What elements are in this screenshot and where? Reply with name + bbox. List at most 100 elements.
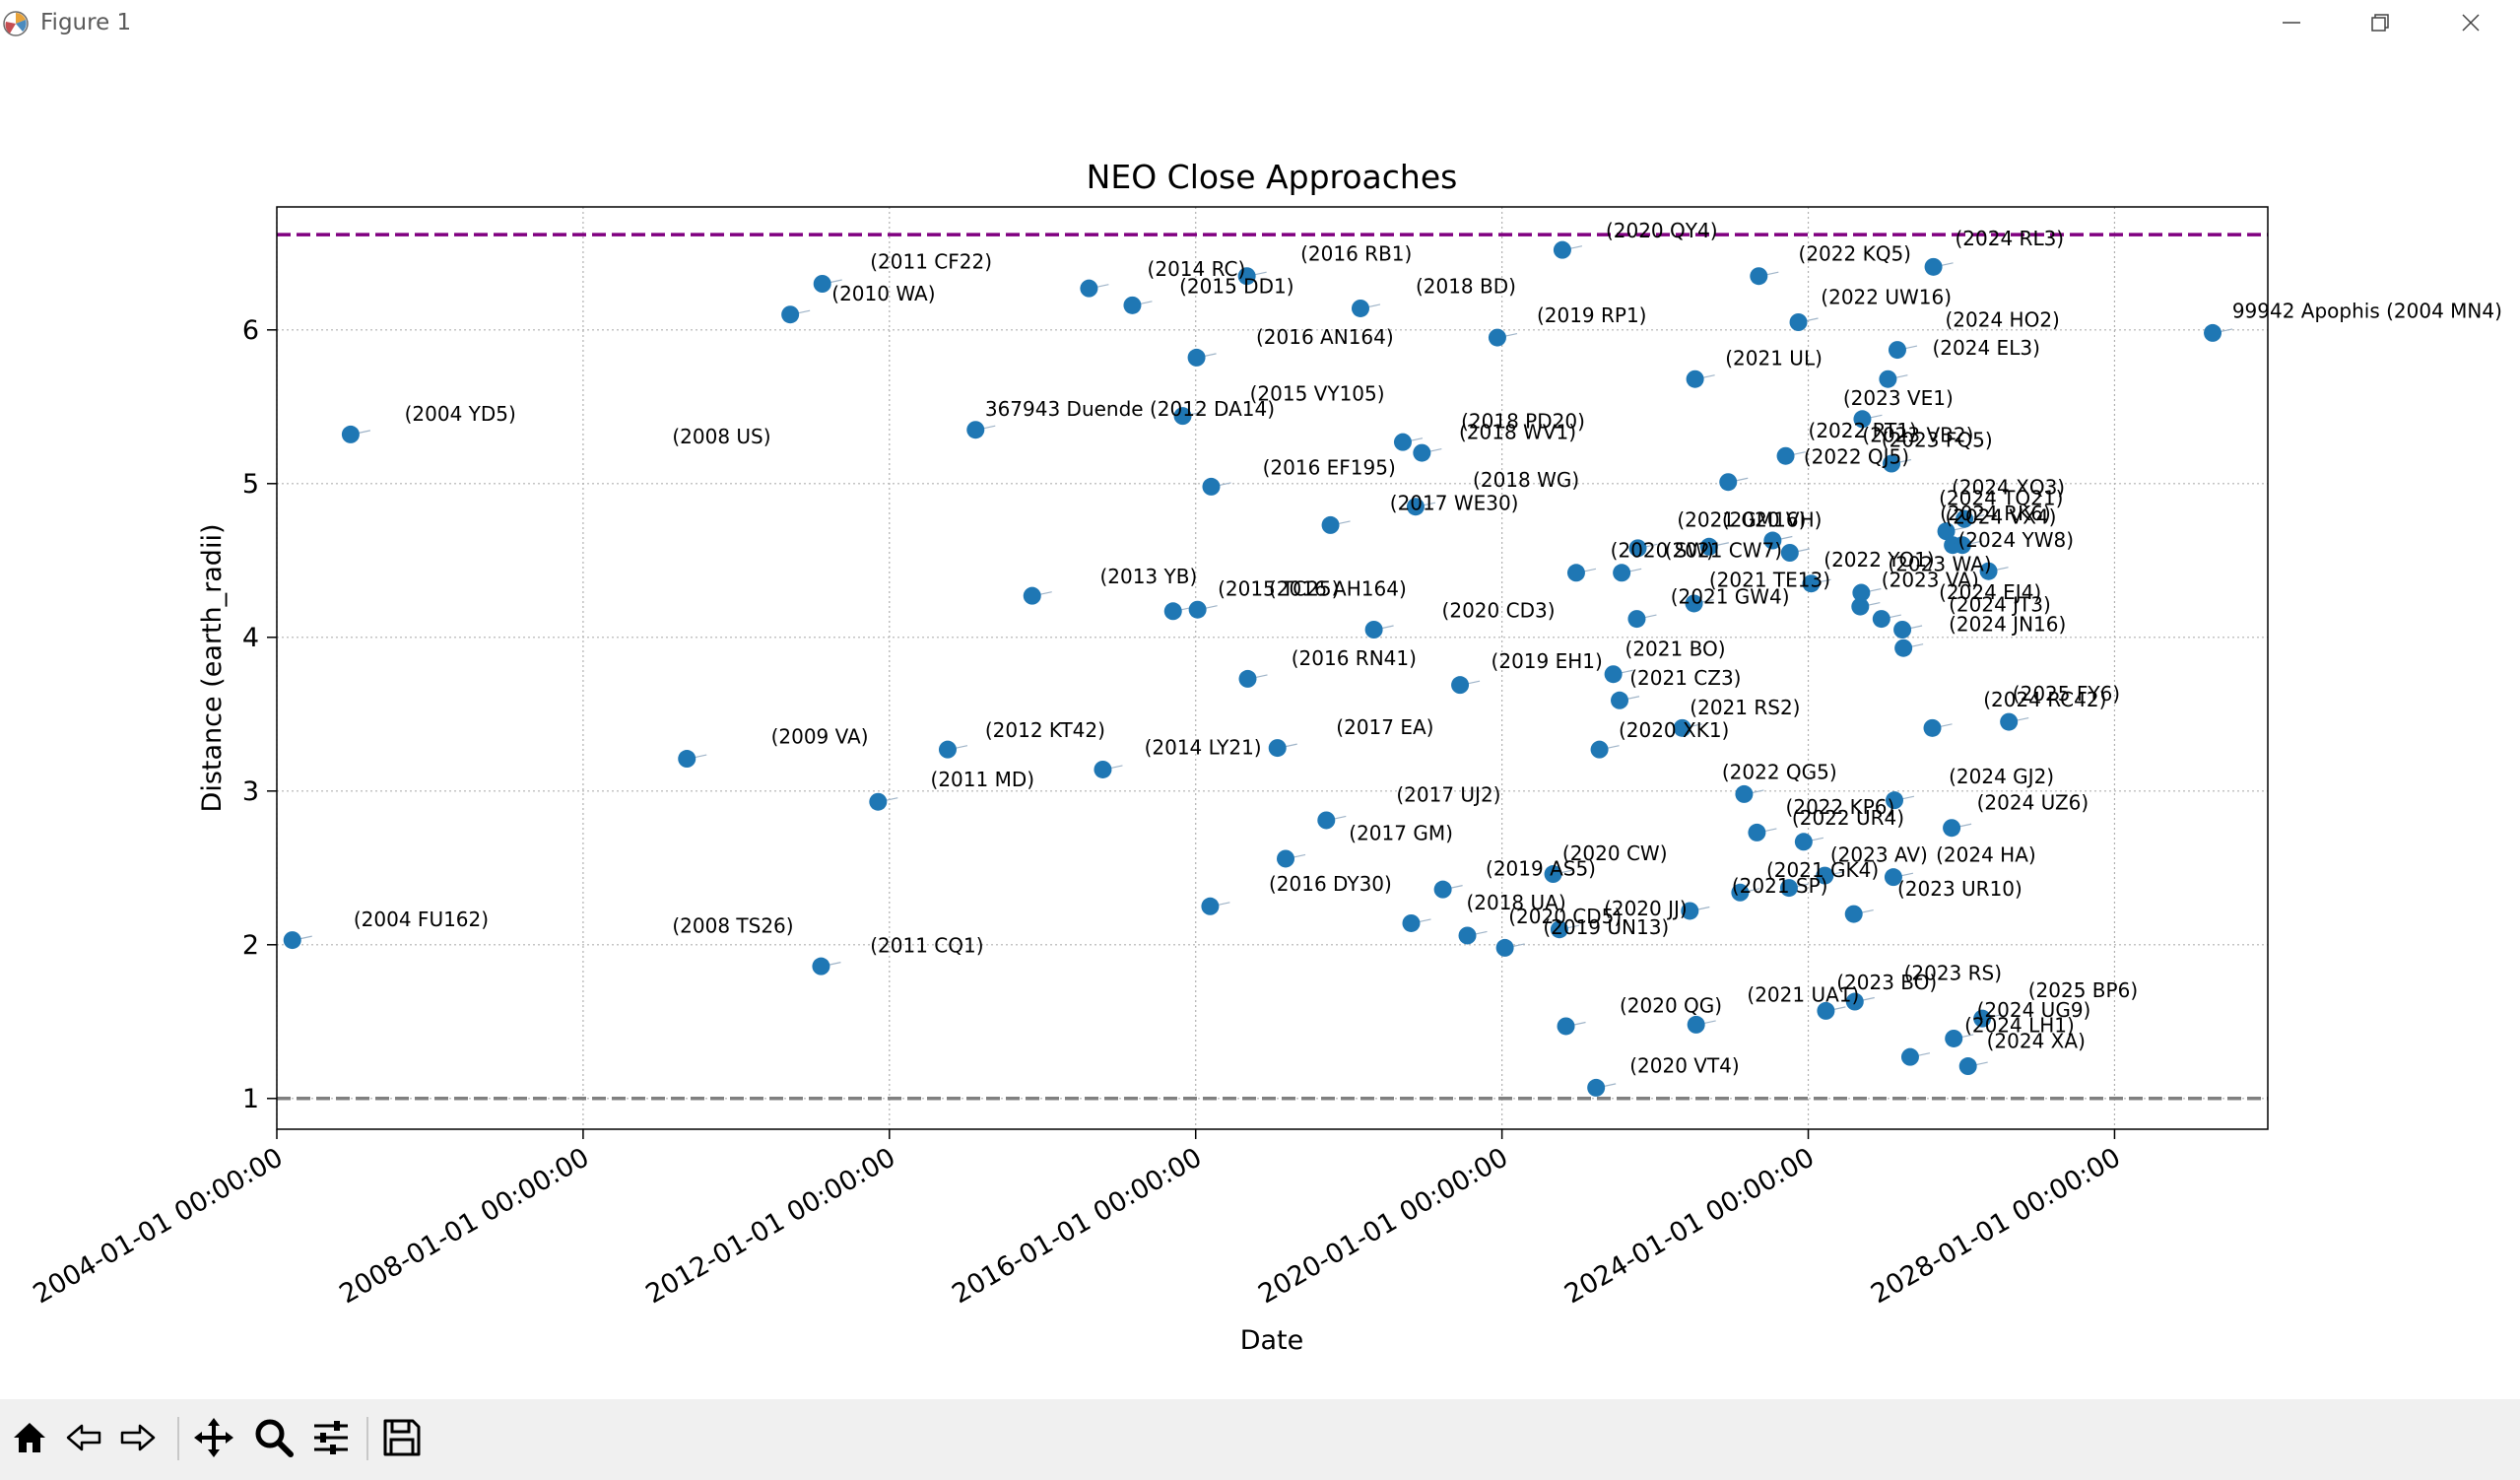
point-annotation: (2020 CD3) [1442,599,1556,623]
point-annotation: (2020 QG) [1620,993,1722,1017]
point-annotation: (2016 AH164) [1269,577,1407,601]
data-point [1458,926,1477,945]
x-axis-label: Date [1240,1325,1304,1356]
figure-canvas[interactable]: (2004 FU162) (2004 YD5) (2008 US) (2008 TS2… [0,45,2520,1399]
maximize-button[interactable] [2337,0,2423,45]
data-point [1023,586,1041,605]
y-axis-ticks: 1 2 3 4 5 6 [242,315,277,1114]
forward-arrow-icon [120,1424,156,1451]
point-annotation: (2025 BP6) [2028,978,2138,1002]
point-annotation: (2024 YW8) [1957,528,2074,552]
data-point [1202,477,1221,496]
data-point [1321,515,1340,534]
data-point [1888,341,1906,360]
zoom-button[interactable] [249,1413,298,1462]
back-button[interactable] [59,1413,108,1462]
minimize-button[interactable] [2248,0,2335,45]
data-point [1750,267,1768,286]
data-point [1628,539,1647,558]
data-point [1094,760,1112,778]
point-annotation: (2020 QY4) [1606,219,1718,242]
axes-frame [276,206,2269,1130]
data-point [1268,739,1287,758]
y-tick-label: 4 [242,623,259,653]
data-point [1590,740,1609,759]
data-point [966,421,985,439]
point-annotation: (2011 MD) [931,768,1035,791]
y-tick-label: 5 [242,469,259,500]
back-arrow-icon [66,1424,101,1451]
point-annotation: (2018 WV1) [1459,421,1576,444]
data-point [1163,602,1182,621]
x-tick-label: 2024-01-01 00:00:00 [1559,1142,1820,1310]
point-annotation: (2024 JN16) [1949,613,2066,637]
save-floppy-icon [383,1419,421,1456]
point-annotation: (2024 EL3) [1933,336,2040,360]
point-annotation: (2024 EJ4) [1939,580,2041,604]
pan-button[interactable] [189,1413,238,1462]
data-point [1956,509,1974,528]
point-annotation: (2021 TE13) [1709,568,1830,591]
data-point [1789,313,1808,331]
point-annotation: (2025 FY6) [2013,682,2120,706]
data-point [813,275,831,293]
point-annotation: (2014 RC) [1148,257,1246,281]
data-point [1851,597,1870,616]
point-annotation: (2016 AN164) [1256,325,1394,349]
point-annotation: (2024 JT3) [1949,592,2051,616]
data-point [1686,370,1704,388]
data-point [1544,865,1562,884]
point-annotation: (2017 UJ2) [1396,783,1500,807]
point-annotation: (2017 GM) [1349,822,1453,845]
minimize-icon [2283,22,2300,24]
data-point [1883,454,1901,473]
point-annotation: (2021 SP) [1732,874,1828,898]
data-point [1937,522,1956,541]
configure-subplots-button[interactable] [306,1413,356,1462]
x-tick-label: 2004-01-01 00:00:00 [29,1142,289,1310]
point-annotation: (2019 RP1) [1537,303,1647,327]
x-axis-ticks: 2004-01-01 00:00:00 2008-01-01 00:00:00 20… [29,1129,2126,1310]
data-point [1406,498,1425,516]
data-point [938,740,957,759]
point-annotation: (2024 XA) [1987,1029,2086,1052]
data-point [1885,791,1903,810]
point-annotation: (2016 RN41) [1292,646,1417,670]
point-annotation: (2022 YO1) [1824,548,1934,572]
point-annotation: (2023 VE1) [1843,386,1954,410]
title-bar[interactable]: Figure 1 [0,0,2520,45]
annotations: (2004 FU162) (2004 YD5) (2008 US) (2008 TS2… [354,219,2502,1077]
neo-scatter-chart[interactable]: (2004 FU162) (2004 YD5) (2008 US) (2008 TS2… [0,45,2520,1399]
point-annotation: (2011 CF22) [870,249,992,273]
point-annotation: (2019 AS5) [1486,857,1596,881]
data-point [1779,879,1798,898]
point-annotation: (2024 TQ21) [1939,487,2063,510]
data-point [1613,564,1631,582]
pan-move-icon [194,1418,233,1457]
data-point [1237,267,1256,286]
data-point [1748,823,1766,841]
x-tick-label: 2012-01-01 00:00:00 [640,1142,900,1310]
point-annotation: (2024 UZ6) [1977,791,2089,815]
point-annotation: (2015 TC25) [1218,577,1339,601]
save-button[interactable] [377,1413,427,1462]
data-point [1735,784,1754,803]
data-point [1188,600,1207,619]
point-annotation: (2024 RK6) [1940,502,2051,525]
data-point [1627,610,1646,629]
data-point [1123,296,1142,314]
point-annotation: (2017 EA) [1336,715,1433,739]
point-annotation: (2022 KP6) [1786,795,1895,819]
data-point [1433,880,1452,899]
forward-button[interactable] [113,1413,163,1462]
point-annotation: (2020 CW) [1562,841,1668,865]
data-point [1817,1001,1835,1020]
point-annotation: (2023 VA) [1882,568,1979,591]
data-point [1187,348,1206,367]
point-annotation: (2010 WA) [831,282,935,305]
close-button[interactable] [2427,0,2514,45]
point-annotation: (2020 JJ) [1604,897,1688,920]
home-button[interactable] [5,1413,54,1462]
point-annotation: 99942 Apophis (2004 MN4) [2232,299,2502,322]
